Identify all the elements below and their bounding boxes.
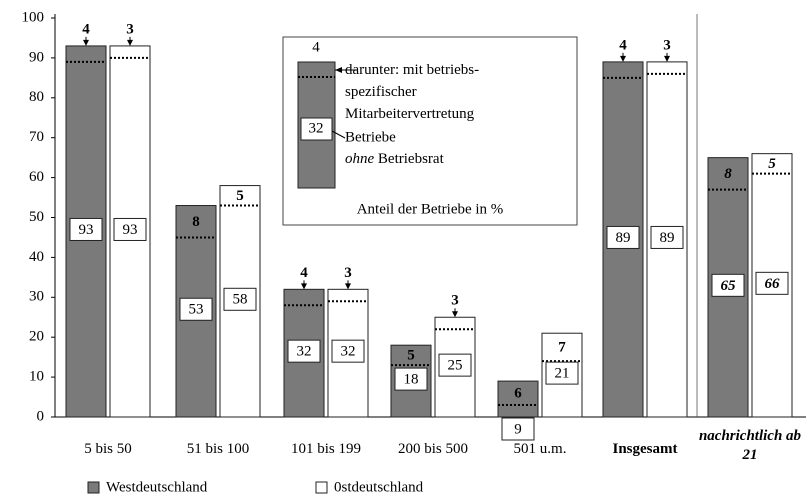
value-box <box>501 417 535 441</box>
value-box <box>650 225 684 249</box>
y-tick-label: 90 <box>29 49 44 65</box>
darunter-label: 3 <box>126 21 134 37</box>
legend-swatch <box>315 481 328 494</box>
darunter-label: 6 <box>514 385 522 401</box>
value-box <box>545 361 579 385</box>
value-label: 32 <box>341 344 356 360</box>
darunter-label: 3 <box>344 265 352 281</box>
inset-arrowhead <box>335 67 342 73</box>
darunter-label: 3 <box>663 37 671 53</box>
value-label: 93 <box>79 222 94 238</box>
inset-ohne-line: ohne Betriebsrat <box>345 151 445 167</box>
value-box <box>69 217 103 241</box>
x-tick-label: 5 bis 50 <box>84 441 132 457</box>
darunter-label: 4 <box>300 265 308 281</box>
darunter-label: 4 <box>619 37 627 53</box>
darunter-label: 5 <box>236 188 244 204</box>
inset-pointer <box>331 130 346 139</box>
legend-swatch <box>87 481 100 494</box>
y-tick-label: 20 <box>29 329 44 345</box>
inset-value-box <box>300 117 333 141</box>
inset-top-value: 4 <box>312 39 320 55</box>
inset-betriebsrat: Betriebsrat <box>378 151 445 167</box>
darunter-label: 3 <box>451 293 459 309</box>
value-box <box>223 287 257 311</box>
inset-betriebe: Betriebe <box>345 129 396 145</box>
darunter-arrowhead <box>301 283 307 290</box>
value-label: 21 <box>555 366 570 382</box>
x-tick-label: 51 bis 100 <box>186 441 250 457</box>
inset-line: spezifischer <box>345 84 417 100</box>
value-label: 89 <box>616 230 631 246</box>
value-box <box>179 297 213 321</box>
value-label: 93 <box>123 222 138 238</box>
inset-box-value: 32 <box>309 120 324 136</box>
darunter-label: 7 <box>558 340 566 356</box>
value-label: 18 <box>404 372 419 388</box>
darunter-label: 4 <box>82 21 90 37</box>
x-tick-label: nachrichtlich ab 21 <box>698 428 802 463</box>
value-label: 53 <box>189 302 204 318</box>
y-tick-label: 40 <box>29 249 44 265</box>
darunter-arrowhead <box>127 39 133 46</box>
value-label: 89 <box>660 230 675 246</box>
darunter-arrowhead <box>345 283 351 290</box>
bar <box>497 380 539 418</box>
value-box <box>606 225 640 249</box>
x-tick-label: Insgesamt <box>612 441 678 457</box>
darunter-arrowhead <box>664 55 670 62</box>
value-box <box>331 339 365 363</box>
inset-caption: Anteil der Betriebe in % <box>357 201 504 217</box>
value-box <box>394 367 428 391</box>
darunter-arrowhead <box>620 55 626 62</box>
legend-label: Westdeutschland <box>106 479 208 495</box>
x-tick-label: 101 bis 199 <box>290 441 361 457</box>
x-tick-label: 200 bis 500 <box>397 441 468 457</box>
y-tick-label: 0 <box>37 408 45 424</box>
darunter-label: 5 <box>768 156 776 172</box>
value-box <box>287 339 321 363</box>
darunter-label: 5 <box>407 348 415 364</box>
inset-line: darunter: mit betriebs- <box>345 62 480 78</box>
y-tick-label: 80 <box>29 89 44 105</box>
value-label: 9 <box>514 421 522 437</box>
value-box <box>755 271 789 295</box>
y-tick-label: 60 <box>29 169 44 185</box>
value-label: 66 <box>765 276 781 292</box>
y-tick-label: 30 <box>29 289 44 305</box>
y-tick-label: 70 <box>29 129 44 145</box>
x-tick-label: 501 u.m. <box>513 441 567 457</box>
darunter-arrowhead <box>83 39 89 46</box>
value-box <box>438 353 472 377</box>
inset-ohne: ohne <box>345 151 375 167</box>
y-tick-label: 100 <box>22 9 45 25</box>
value-box <box>113 217 147 241</box>
value-label: 25 <box>448 358 463 374</box>
darunter-label: 8 <box>724 166 732 182</box>
darunter-label: 8 <box>192 214 200 230</box>
value-label: 58 <box>233 292 248 308</box>
inset-line: Mitarbeitervertretung <box>345 106 475 122</box>
legend-label: 0stdeutschland <box>334 479 424 495</box>
y-tick-label: 50 <box>29 209 44 225</box>
darunter-arrowhead <box>452 311 458 318</box>
value-label: 32 <box>297 344 312 360</box>
value-label: 65 <box>721 278 737 294</box>
y-tick-label: 10 <box>29 369 44 385</box>
value-box <box>711 273 745 297</box>
